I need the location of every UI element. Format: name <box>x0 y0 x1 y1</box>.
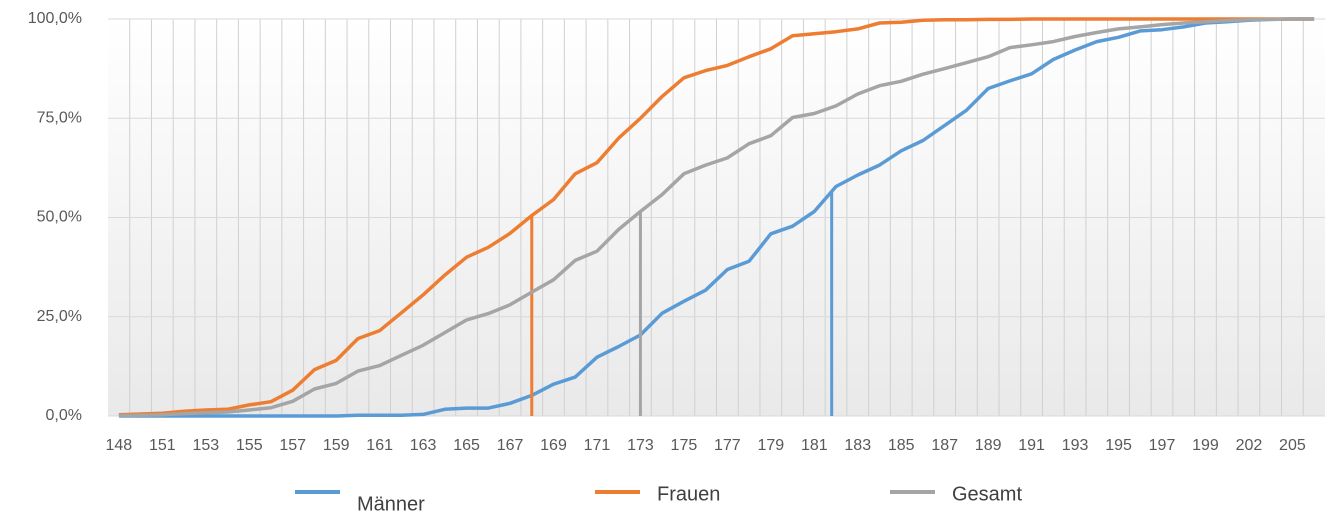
x-tick-label: 171 <box>584 437 611 454</box>
x-tick-label: 191 <box>1018 437 1045 454</box>
x-tick-label: 183 <box>844 437 871 454</box>
y-tick-label: 25,0% <box>37 308 82 325</box>
x-tick-label: 205 <box>1279 437 1306 454</box>
legend-label: Männer <box>357 493 425 513</box>
x-tick-label: 202 <box>1236 437 1263 454</box>
x-tick-label: 157 <box>279 437 306 454</box>
x-tick-label: 173 <box>627 437 654 454</box>
x-tick-label: 199 <box>1192 437 1219 454</box>
x-tick-label: 159 <box>323 437 350 454</box>
x-tick-label: 181 <box>801 437 828 454</box>
y-tick-label: 100,0% <box>28 10 82 27</box>
series-line <box>118 17 1315 417</box>
x-tick-label: 175 <box>671 437 698 454</box>
x-tick-label: 163 <box>410 437 437 454</box>
series-line <box>118 17 1315 418</box>
x-tick-label: 161 <box>366 437 393 454</box>
series-line <box>118 17 1315 418</box>
x-tick-label: 165 <box>453 437 480 454</box>
x-tick-label: 148 <box>106 437 133 454</box>
x-tick-label: 195 <box>1105 437 1132 454</box>
x-tick-label: 197 <box>1149 437 1176 454</box>
x-tick-label: 189 <box>975 437 1002 454</box>
x-tick-label: 167 <box>497 437 524 454</box>
x-tick-label: 187 <box>931 437 958 454</box>
x-tick-label: 193 <box>1062 437 1089 454</box>
x-tick-label: 177 <box>714 437 741 454</box>
legend-label: Gesamt <box>952 483 1022 505</box>
x-tick-label: 169 <box>540 437 567 454</box>
y-tick-label: 75,0% <box>37 109 82 126</box>
x-tick-label: 151 <box>149 437 176 454</box>
y-tick-label: 50,0% <box>37 209 82 226</box>
x-tick-label: 179 <box>757 437 784 454</box>
x-tick-label: 155 <box>236 437 263 454</box>
x-tick-label: 153 <box>192 437 219 454</box>
x-tick-label: 185 <box>888 437 915 454</box>
y-tick-label: 0,0% <box>46 407 82 424</box>
legend-label: Frauen <box>657 483 720 505</box>
